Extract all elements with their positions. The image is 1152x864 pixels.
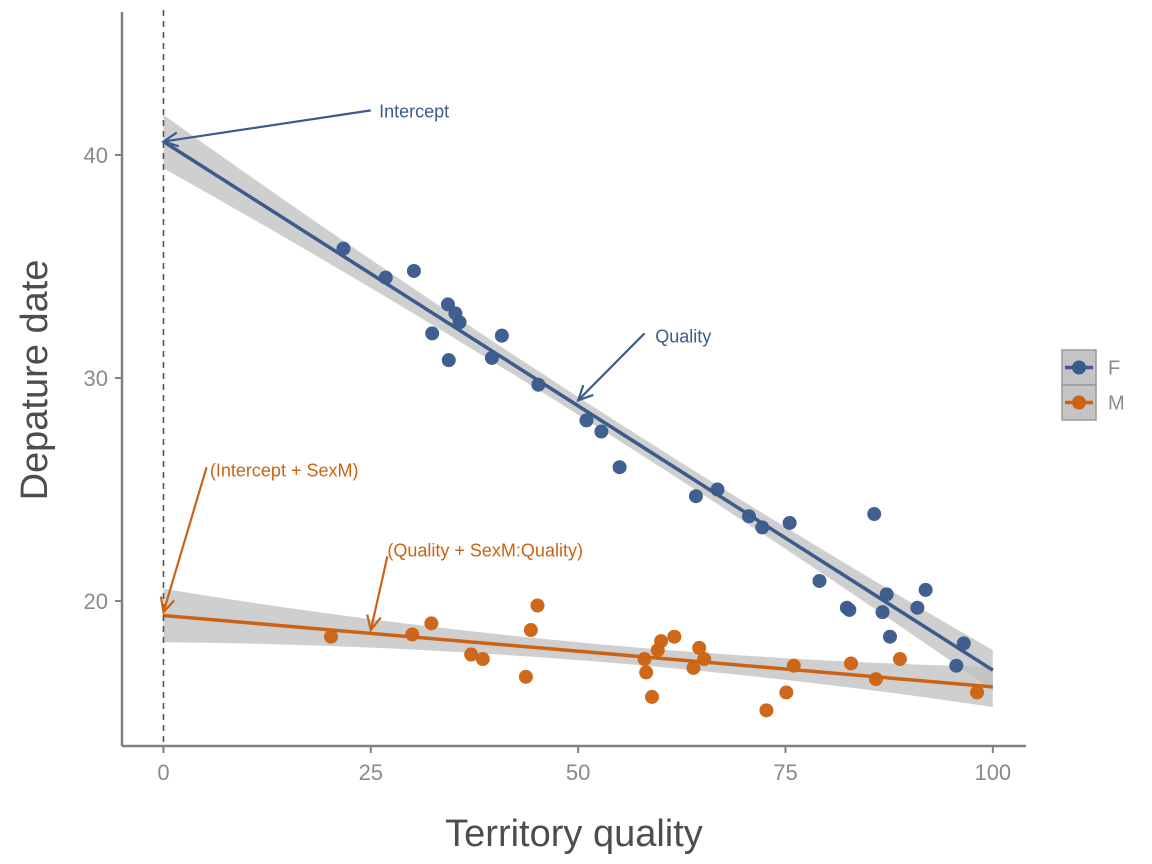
point-F-15 xyxy=(710,482,725,497)
point-M-17 xyxy=(759,703,774,718)
y-tick-label-30: 30 xyxy=(84,366,108,391)
point-M-19 xyxy=(786,658,801,673)
confidence-bands xyxy=(163,114,993,707)
annotation-arrowhead-3 xyxy=(366,614,382,633)
point-F-13 xyxy=(612,460,627,475)
point-F-11 xyxy=(579,413,594,428)
point-F-25 xyxy=(882,629,897,644)
point-F-17 xyxy=(755,520,770,535)
legend-key-point-F xyxy=(1072,360,1086,375)
point-M-16 xyxy=(697,652,712,667)
axes: 0 25 50 75 100 20 30 40 xyxy=(84,12,1026,785)
point-F-8 xyxy=(484,350,499,365)
annotation-label-3: (Quality + SexM:Quality) xyxy=(387,541,583,561)
legend-key-point-M xyxy=(1072,395,1086,410)
annotation-label-0: Intercept xyxy=(379,101,449,121)
point-F-12 xyxy=(594,424,609,439)
annotation-arrow-1 xyxy=(577,332,646,402)
point-F-3 xyxy=(425,326,440,341)
point-M-18 xyxy=(779,685,794,700)
point-F-27 xyxy=(918,582,933,597)
point-M-23 xyxy=(970,685,985,700)
annotation-arrow-3 xyxy=(369,556,389,631)
x-tick-label-0: 0 xyxy=(157,760,169,785)
point-F-7 xyxy=(441,353,456,368)
annotation-arrowhead-2 xyxy=(159,596,176,615)
annotation-label-2: (Intercept + SexM) xyxy=(210,460,359,480)
point-F-1 xyxy=(378,270,393,285)
fit-lines xyxy=(162,140,994,689)
point-M-3 xyxy=(464,647,479,662)
point-F-21 xyxy=(842,602,857,617)
point-F-19 xyxy=(812,573,827,588)
annotation-arrow-2 xyxy=(162,466,208,613)
confidence-band-M xyxy=(163,588,993,707)
annotation-arrow-0 xyxy=(163,109,371,143)
annotation-arrowhead-0 xyxy=(160,131,180,148)
point-M-14 xyxy=(686,660,701,675)
point-F-23 xyxy=(875,605,890,620)
point-M-15 xyxy=(692,640,707,655)
x-tick-label-100: 100 xyxy=(974,760,1011,785)
point-M-22 xyxy=(892,652,907,667)
point-F-14 xyxy=(688,489,703,504)
point-F-22 xyxy=(867,507,882,522)
point-F-26 xyxy=(910,600,925,615)
point-F-0 xyxy=(336,241,351,256)
point-F-2 xyxy=(406,263,421,278)
point-M-4 xyxy=(475,652,490,667)
point-M-1 xyxy=(405,627,420,642)
point-F-6 xyxy=(452,315,467,330)
point-M-12 xyxy=(654,634,669,649)
point-M-13 xyxy=(667,629,682,644)
point-M-5 xyxy=(518,669,533,684)
point-M-2 xyxy=(424,616,439,631)
point-M-21 xyxy=(868,672,883,687)
point-F-16 xyxy=(741,509,756,524)
annotations: Intercept Quality (Intercept + SexM) (Quali… xyxy=(159,101,711,633)
fit-line-F xyxy=(162,140,994,672)
point-F-28 xyxy=(949,658,964,673)
x-tick-label-25: 25 xyxy=(359,760,383,785)
y-axis-title: Depature date xyxy=(14,260,56,501)
legend: FM xyxy=(1061,349,1125,421)
x-tick-label-75: 75 xyxy=(773,760,797,785)
data-points xyxy=(323,241,985,718)
confidence-band-F xyxy=(163,114,993,691)
point-M-9 xyxy=(639,665,654,680)
point-M-7 xyxy=(530,598,545,613)
point-F-18 xyxy=(782,515,797,530)
legend-label-F: F xyxy=(1108,358,1120,380)
point-F-29 xyxy=(956,636,971,651)
fit-line-M xyxy=(163,613,993,689)
y-tick-label-20: 20 xyxy=(84,589,108,614)
point-M-0 xyxy=(323,629,338,644)
x-tick-label-50: 50 xyxy=(566,760,590,785)
point-F-10 xyxy=(531,377,546,392)
annotation-arrowhead-1 xyxy=(576,384,594,403)
point-F-24 xyxy=(879,587,894,602)
point-M-10 xyxy=(644,689,659,704)
annotation-label-1: Quality xyxy=(655,327,711,347)
point-M-8 xyxy=(637,652,652,667)
y-tick-label-40: 40 xyxy=(84,143,108,168)
x-axis-title: Territory quality xyxy=(445,813,703,855)
legend-label-M: M xyxy=(1108,393,1125,415)
point-M-20 xyxy=(844,656,859,671)
point-M-6 xyxy=(523,623,538,638)
point-F-9 xyxy=(494,328,509,343)
